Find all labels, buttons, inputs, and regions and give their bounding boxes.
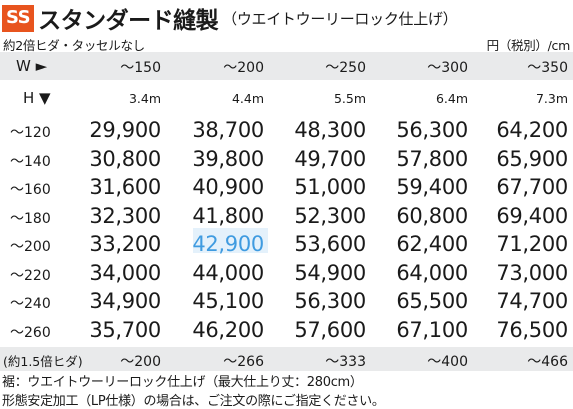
bottom-row-cell: ～200: [120, 354, 161, 370]
price-cell: 53,600: [294, 232, 366, 256]
price-cell: 46,200: [192, 317, 264, 342]
price-cell: 56,300: [396, 118, 468, 142]
price-cell: 42,900: [192, 232, 264, 256]
price-cell: 41,800: [192, 203, 264, 228]
price-cell: 35,700: [89, 317, 161, 342]
page-title: スタンダード縫製: [38, 8, 219, 34]
footnote-lp: 形態安定加工（LP仕様）の場合は、ご注文の際にご指定ください。: [2, 394, 385, 409]
footnote-hem: 裾：ウエイトウーリーロック仕上げ（最大仕上り丈：280cm）: [2, 375, 363, 390]
ss-badge: SS: [2, 4, 35, 32]
price-cell: 73,000: [496, 260, 568, 285]
price-cell: 67,100: [396, 317, 468, 342]
fabric-length-cell: 3.4m: [128, 91, 161, 106]
price-cell: 64,000: [396, 260, 468, 285]
height-axis-label: H ▼: [23, 89, 51, 107]
bottom-row-cell: ～266: [223, 354, 264, 370]
price-cell: 76,500: [496, 317, 568, 342]
height-row-label: ～260: [10, 324, 51, 341]
price-cell: 44,000: [192, 260, 264, 285]
price-cell: 65,500: [396, 289, 468, 313]
price-cell: 56,300: [294, 289, 366, 313]
price-cell: 67,700: [496, 175, 568, 199]
price-cell: 64,200: [496, 118, 568, 142]
price-cell: 34,000: [89, 260, 161, 285]
width-axis-label: W ►: [16, 57, 48, 75]
price-cell: 52,300: [294, 203, 366, 228]
price-cell: 62,400: [396, 232, 468, 256]
price-cell: 48,300: [294, 118, 366, 142]
page-subtitle: （ウエイトウーリーロック仕上げ）: [222, 9, 458, 28]
price-cell: 51,000: [294, 175, 366, 199]
height-row-label: ～240: [10, 296, 51, 312]
price-cell: 54,900: [294, 260, 366, 285]
price-cell: 29,900: [89, 118, 161, 142]
bottom-row-cell: ～466: [527, 354, 568, 370]
price-cell: 45,100: [192, 289, 264, 313]
price-cell: 31,600: [89, 175, 161, 199]
price-cell: 34,900: [89, 289, 161, 313]
fabric-length-cell: 4.4m: [231, 91, 264, 106]
bottom-row-cell: ～400: [427, 354, 468, 370]
height-row-label: ～220: [10, 267, 51, 284]
width-header-cell: ～200: [223, 60, 264, 76]
price-cell: 57,800: [396, 146, 468, 171]
price-cell: 59,400: [396, 175, 468, 199]
price-cell: 57,600: [294, 317, 366, 342]
height-row-label: ～140: [10, 153, 51, 170]
price-cell: 40,900: [192, 175, 264, 199]
pleat-note: 約2倍ヒダ・タッセルなし: [3, 38, 145, 53]
fabric-length-cell: 7.3m: [535, 91, 568, 106]
bottom-row-cell: ～333: [325, 354, 366, 370]
fabric-length-cell: 6.4m: [435, 91, 468, 106]
bottom-row-label: (約1.5倍ヒダ): [3, 354, 83, 369]
price-cell: 32,300: [89, 203, 161, 228]
price-cell: 39,800: [192, 146, 264, 171]
bottom-row-band: [0, 347, 573, 371]
price-cell: 33,200: [89, 232, 161, 256]
width-header-cell: ～300: [427, 60, 468, 76]
height-row-label: ～120: [10, 125, 51, 141]
price-cell: 49,700: [294, 146, 366, 171]
width-header-band: [0, 52, 573, 80]
price-cell: 65,900: [496, 146, 568, 171]
width-header-cell: ～150: [120, 60, 161, 76]
width-header-cell: ～250: [325, 60, 366, 76]
price-cell: 38,700: [192, 118, 264, 142]
fabric-length-cell: 5.5m: [333, 91, 366, 106]
price-cell: 71,200: [496, 232, 568, 256]
price-cell: 60,800: [396, 203, 468, 228]
unit-label: 円（税別）/cm: [486, 38, 571, 53]
height-row-label: ～160: [10, 182, 51, 198]
title-row: SS スタンダード縫製 （ウエイトウーリーロック仕上げ）: [2, 3, 458, 34]
price-cell: 30,800: [89, 146, 161, 171]
price-cell: 69,400: [496, 203, 568, 228]
width-header-cell: ～350: [527, 60, 568, 76]
height-row-label: ～180: [10, 210, 51, 227]
height-row-label: ～200: [10, 239, 51, 255]
price-cell: 74,700: [496, 289, 568, 313]
highlight-cell-bg: [193, 228, 268, 253]
